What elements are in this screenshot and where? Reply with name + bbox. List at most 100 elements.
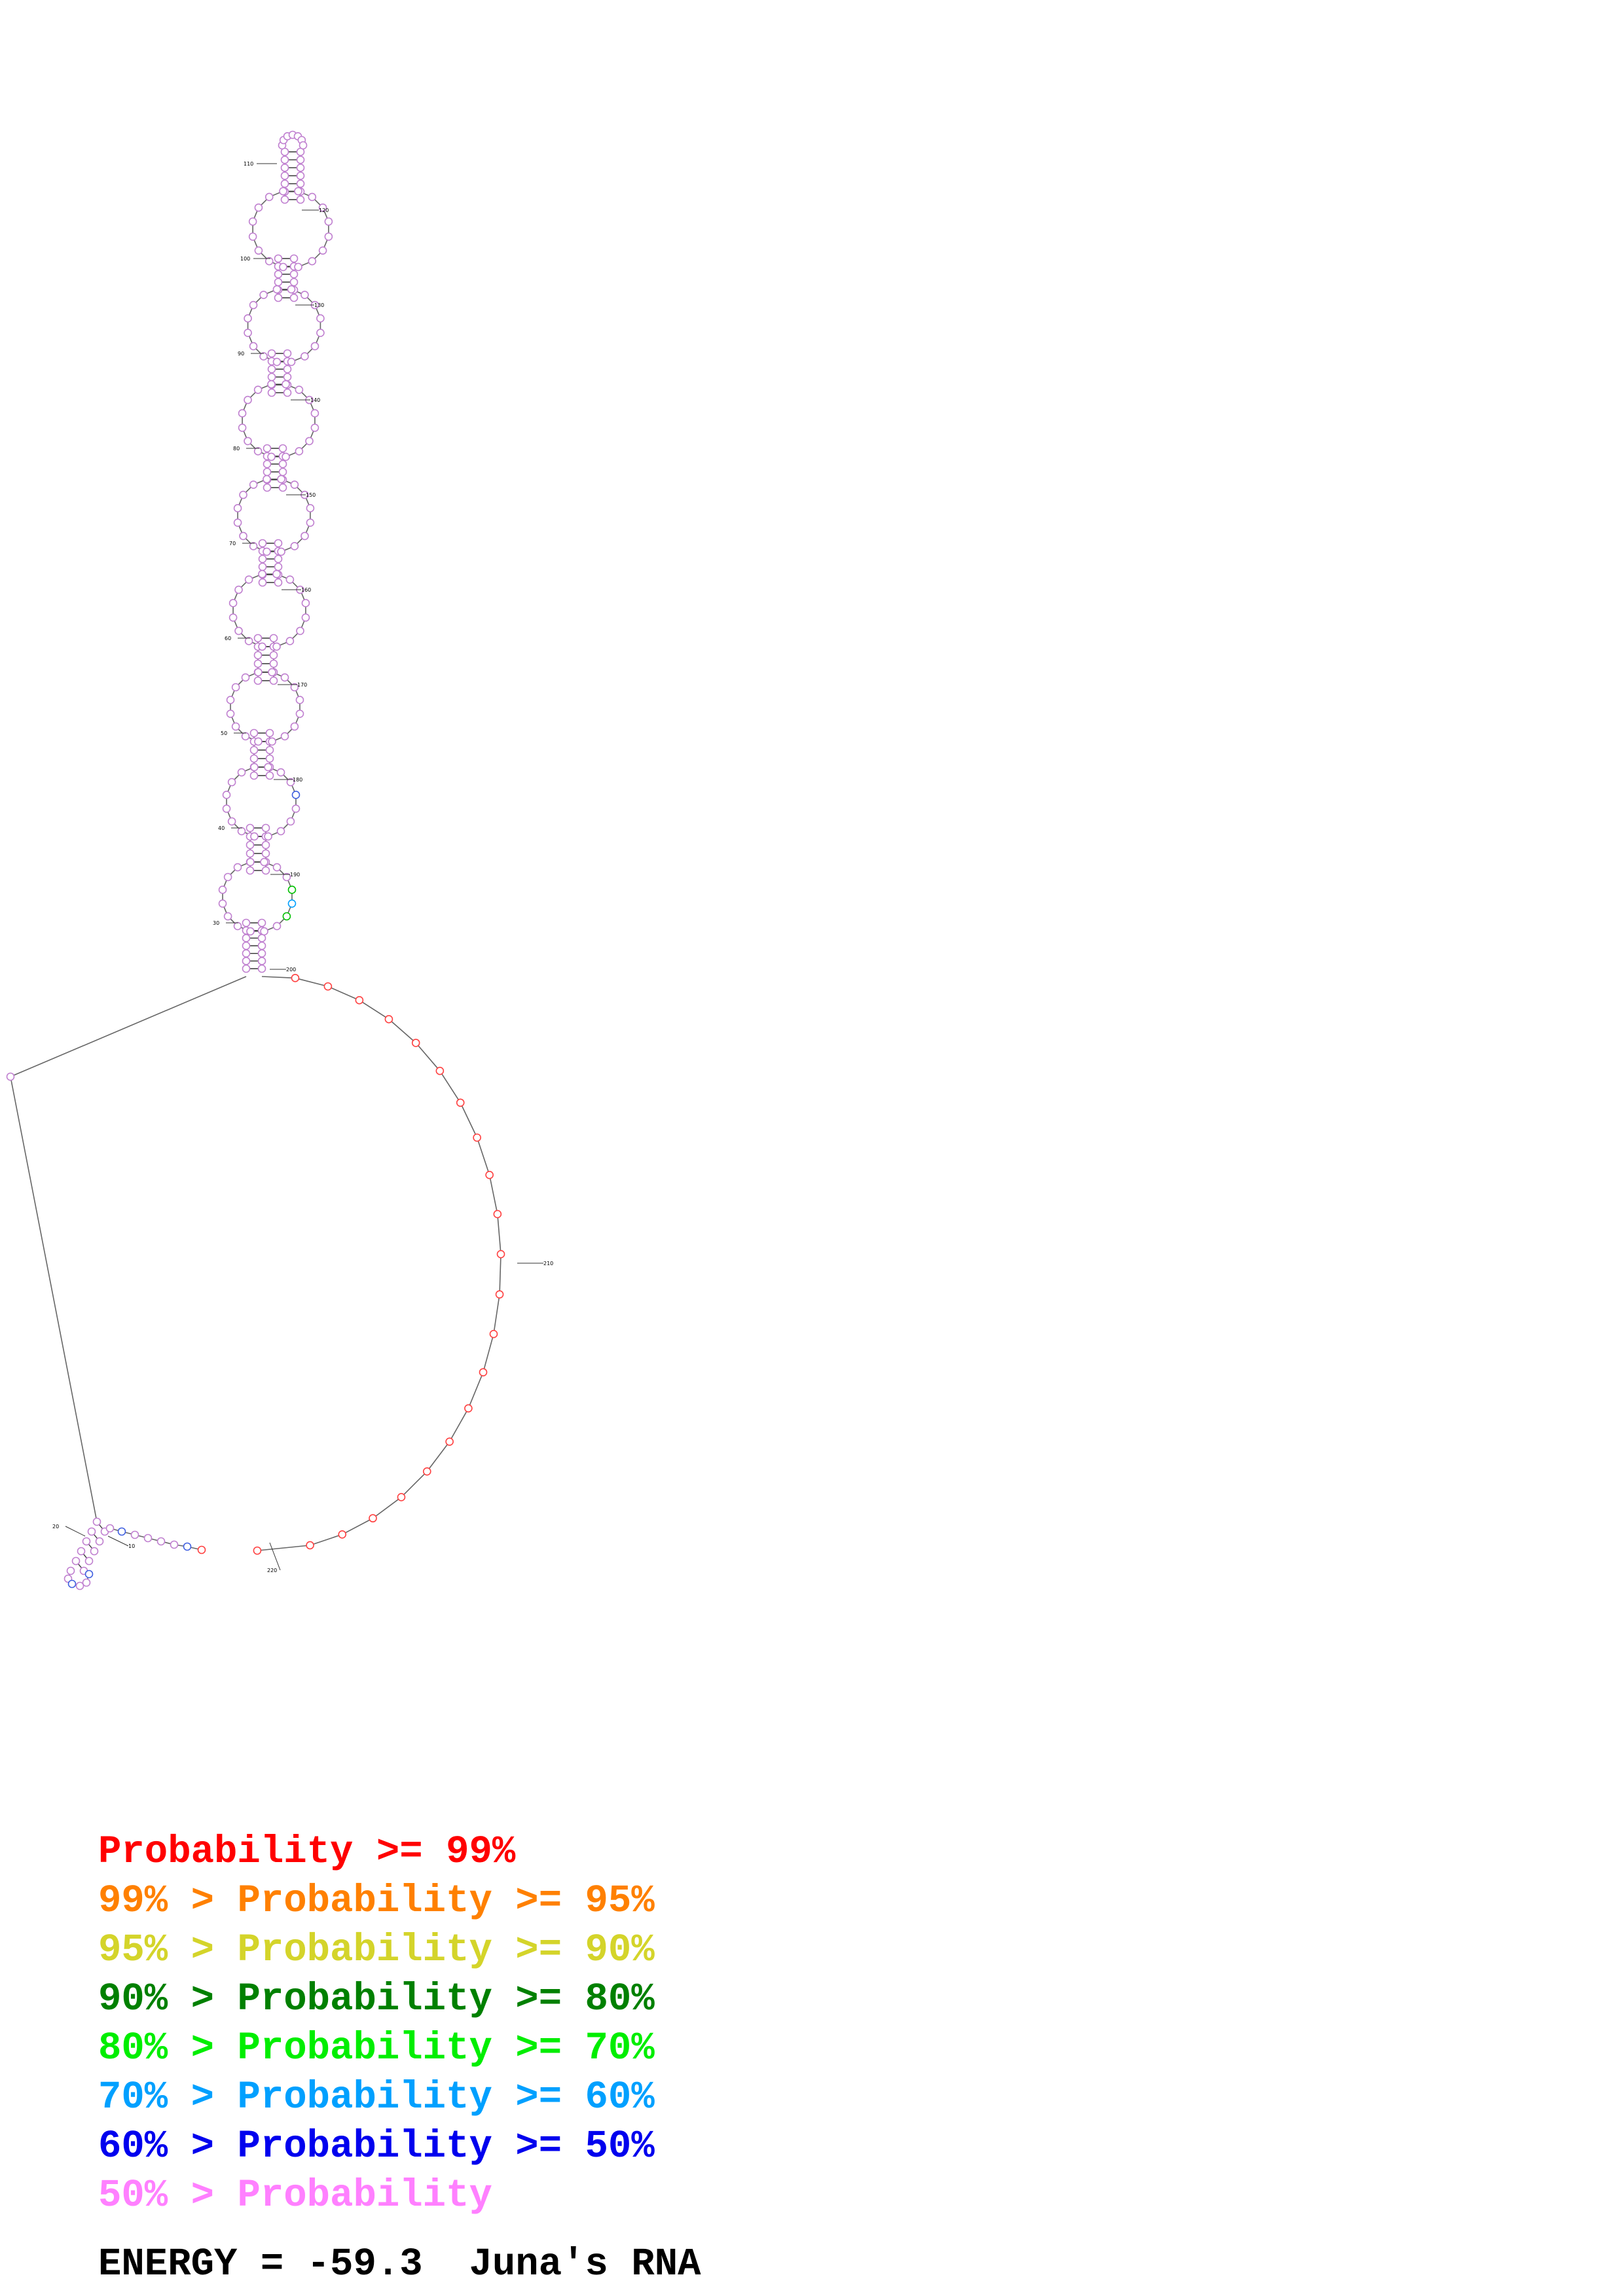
- base: [258, 554, 267, 564]
- base: [485, 1170, 494, 1179]
- position-labels: 10 20 30 40 50 60 70 80 90 100 110 120 130 140 150 160 1…: [52, 161, 553, 1573]
- base: [263, 459, 272, 469]
- base: [234, 626, 243, 636]
- base: [289, 254, 299, 263]
- legend-line-1: Probability >= 99%: [98, 1833, 515, 1871]
- base: [249, 342, 258, 351]
- legend-prefix: 95% >: [98, 1928, 238, 1972]
- base: [260, 927, 268, 936]
- base: [228, 613, 238, 622]
- base: [274, 539, 283, 548]
- base: [310, 423, 319, 432]
- base: [261, 823, 270, 833]
- base: [253, 1546, 262, 1555]
- base: [411, 1039, 420, 1047]
- rna-structure-diagram: 10 20 30 40 50 60 70 80 90 100 110 120 130 140 150 160 1…: [6, 130, 553, 1590]
- base: [75, 1581, 84, 1590]
- base: [296, 155, 305, 164]
- base: [265, 754, 274, 763]
- base: [278, 483, 287, 492]
- base: [227, 817, 236, 826]
- base: [226, 696, 235, 704]
- base: [233, 504, 242, 512]
- base: [272, 863, 282, 872]
- base: [246, 823, 255, 833]
- base: [355, 996, 364, 1005]
- base: [369, 1514, 377, 1523]
- base: [258, 539, 267, 548]
- base: [263, 444, 272, 453]
- position-label: 80: [233, 446, 240, 452]
- base: [280, 179, 289, 188]
- base: [241, 673, 250, 682]
- position-label: 70: [229, 541, 236, 547]
- position-label: 120: [319, 207, 329, 213]
- position-label: 150: [306, 492, 316, 498]
- base: [267, 388, 276, 397]
- base: [324, 217, 333, 226]
- base: [264, 832, 272, 841]
- legend-line-3: 95% > Probability >= 90%: [98, 1931, 655, 1969]
- base: [265, 771, 274, 780]
- base: [228, 599, 238, 607]
- base: [316, 329, 325, 337]
- backbone-segment: [493, 1294, 500, 1335]
- position-label: 200: [286, 967, 296, 973]
- position-label: 110: [244, 161, 253, 167]
- position-label: 220: [267, 1568, 277, 1573]
- base: [291, 974, 300, 982]
- position-label: 160: [301, 587, 311, 593]
- base: [280, 155, 289, 164]
- base: [237, 768, 246, 777]
- position-label: 20: [52, 1524, 59, 1530]
- base: [296, 171, 305, 180]
- base: [218, 899, 227, 908]
- base: [253, 651, 263, 660]
- base: [323, 982, 333, 991]
- base: [267, 349, 276, 358]
- base: [263, 475, 271, 484]
- base: [261, 840, 270, 850]
- base: [290, 542, 299, 550]
- legend-line-2: 99% > Probability >= 95%: [98, 1882, 655, 1920]
- base: [287, 899, 297, 908]
- base: [105, 1524, 115, 1533]
- position-label: 50: [221, 730, 227, 736]
- base: [250, 832, 259, 841]
- base: [233, 518, 242, 527]
- base: [239, 490, 247, 499]
- label-tick: [269, 1542, 281, 1571]
- base: [90, 1547, 99, 1556]
- base: [222, 804, 231, 813]
- base: [233, 863, 242, 872]
- base: [279, 262, 287, 272]
- base: [84, 1556, 94, 1566]
- backbone: [10, 134, 501, 1587]
- base: [82, 1537, 91, 1546]
- base: [170, 1540, 179, 1549]
- base: [283, 388, 292, 397]
- backbone-segment: [10, 976, 247, 1077]
- base: [282, 912, 291, 921]
- base: [496, 1249, 505, 1259]
- base: [156, 1537, 166, 1546]
- base: [248, 232, 257, 241]
- base: [493, 1210, 502, 1219]
- base: [253, 447, 263, 456]
- base: [218, 886, 227, 894]
- base: [257, 949, 266, 958]
- base: [268, 737, 276, 746]
- base: [276, 827, 285, 836]
- base: [223, 912, 232, 921]
- legend-prefix: 50% >: [98, 2174, 238, 2217]
- base: [260, 857, 268, 867]
- base: [244, 395, 252, 404]
- base: [280, 164, 289, 172]
- base: [246, 927, 255, 936]
- base: [310, 409, 319, 418]
- base: [435, 1066, 445, 1075]
- base: [290, 683, 299, 692]
- base: [274, 270, 283, 279]
- base: [268, 668, 276, 677]
- base: [473, 1133, 481, 1142]
